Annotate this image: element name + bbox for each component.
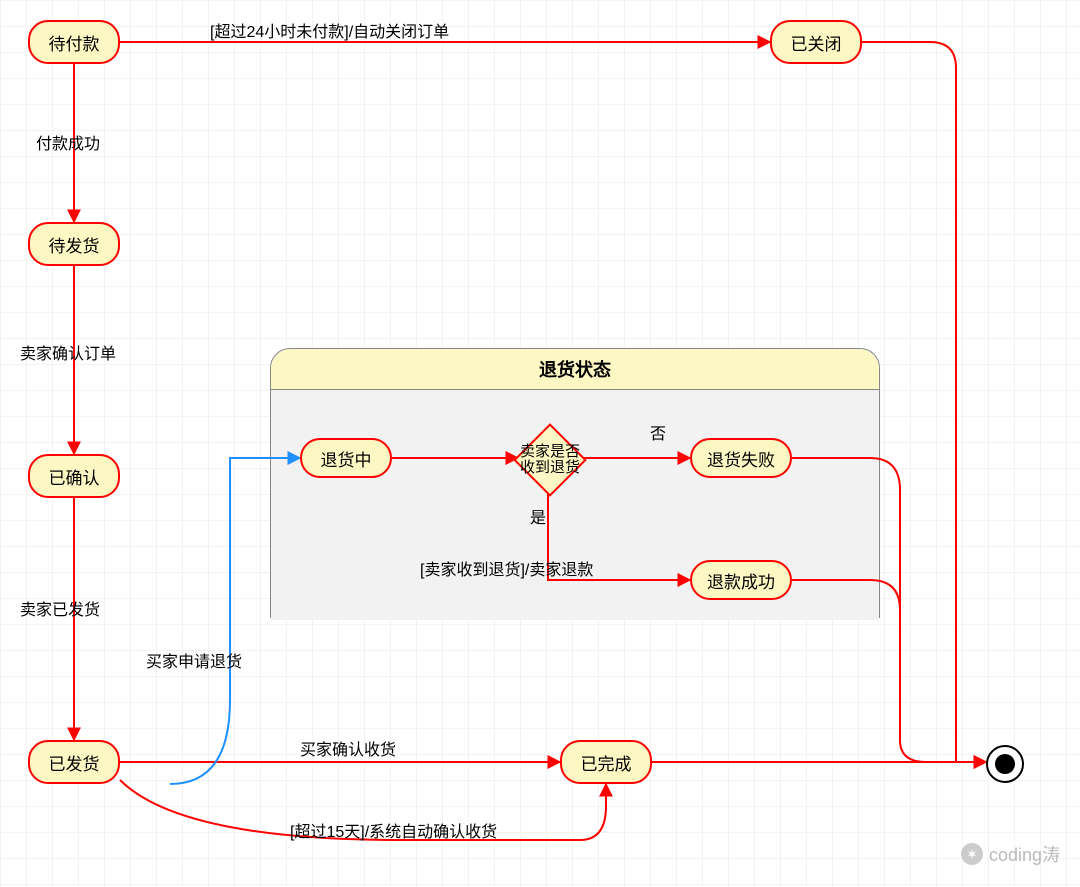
- edge-label-e2: 付款成功: [36, 130, 100, 154]
- watermark-text: coding涛: [989, 841, 1060, 867]
- edge-label-e6: [超过15天]/系统自动确认收货: [290, 818, 497, 842]
- final-state: [986, 745, 1024, 783]
- final-state-inner: [995, 754, 1015, 774]
- edge-label-e3: 卖家确认订单: [20, 340, 116, 364]
- composite-title: 退货状态: [271, 349, 879, 390]
- decision-label: 卖家是否收到退货: [500, 410, 600, 510]
- edge-label-e5: 买家确认收货: [300, 736, 396, 760]
- state-shipped: 已发货: [28, 740, 120, 784]
- state-closed: 已关闭: [770, 20, 862, 64]
- edge-label-e12: 是: [530, 504, 546, 528]
- edge-label-e11: 否: [650, 420, 666, 444]
- edge-label-e12l: [卖家收到退货]/卖家退款: [420, 556, 593, 580]
- state-refund-success: 退款成功: [690, 560, 792, 600]
- state-completed: 已完成: [560, 740, 652, 784]
- state-confirmed: 已确认: [28, 454, 120, 498]
- state-pending-payment: 待付款: [28, 20, 120, 64]
- watermark-icon: ✶: [961, 843, 983, 865]
- diagram-canvas: 退货状态 待付款 已关闭 待发货 已确认 已发货 已完成 退货中 退货失败 退款…: [0, 0, 1080, 887]
- state-returning: 退货中: [300, 438, 392, 478]
- state-return-failed: 退货失败: [690, 438, 792, 478]
- edge-label-e9: 买家申请退货: [146, 648, 242, 672]
- edge-label-e4: 卖家已发货: [20, 596, 100, 620]
- watermark: ✶ coding涛: [961, 841, 1060, 867]
- edge-label-e1: [超过24小时未付款]/自动关闭订单: [210, 18, 449, 42]
- state-pending-ship: 待发货: [28, 222, 120, 266]
- decision-seller-received: 卖家是否收到退货: [513, 423, 587, 497]
